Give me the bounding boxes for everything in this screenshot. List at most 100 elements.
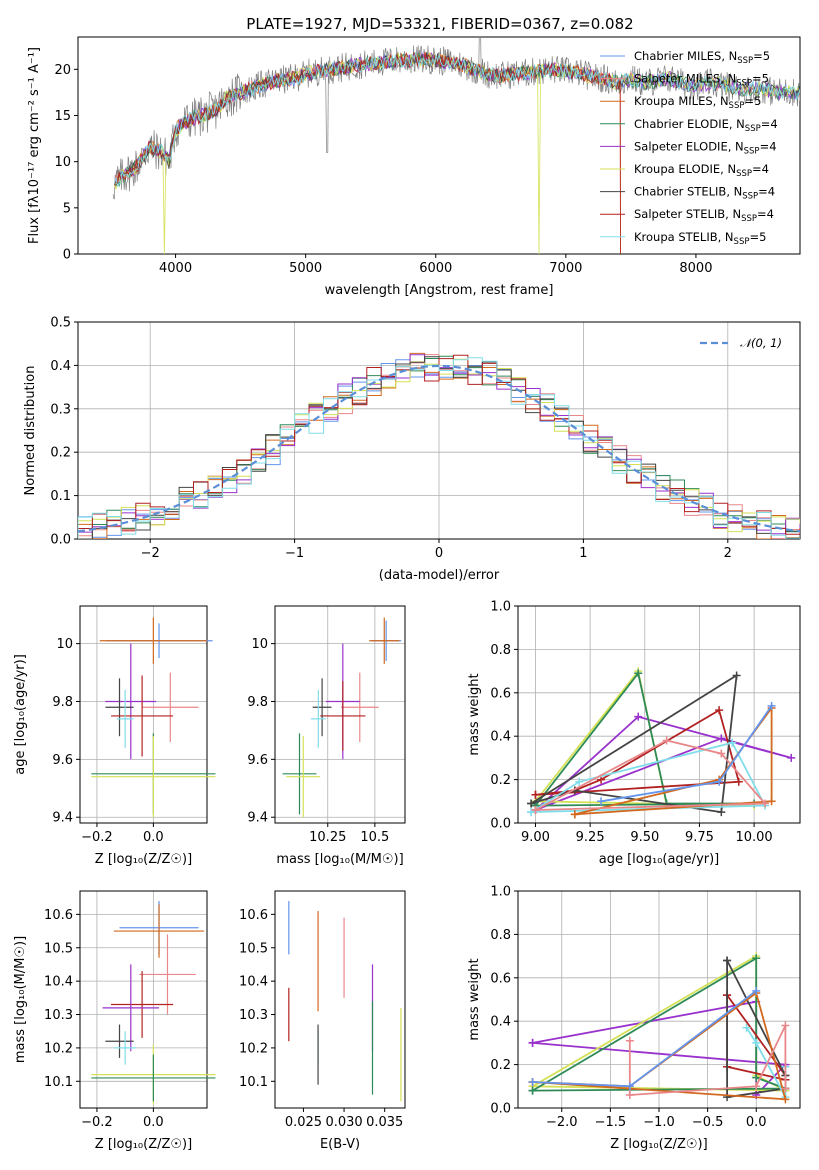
mass-weight-marker — [715, 777, 724, 786]
y-tick-label: 1.0 — [490, 885, 511, 900]
x-axis-label: E(B-V) — [320, 1137, 360, 1152]
mass-weight-marker — [752, 1073, 761, 1082]
mass-weight-marker — [528, 1086, 537, 1095]
legend-label: Chabrier ELODIE, NSSP=4 — [634, 117, 778, 134]
observed-spectrum-line — [112, 37, 800, 200]
y-tick-label: 10 — [56, 637, 73, 652]
spectrum-panel: 4000 5000 6000 7000 8000 0 5 10 15 20 wavelength [… — [27, 36, 801, 298]
x-tick-label: 4000 — [159, 261, 192, 276]
mass-weight-marker — [625, 1090, 634, 1099]
mass-weight-marker — [531, 790, 540, 799]
mass-weight-marker — [717, 734, 726, 743]
y-tick-label: 9.8 — [247, 695, 268, 710]
x-tick-label: −1 — [285, 546, 304, 561]
histogram-series — [78, 352, 800, 539]
x-axis-label: Z [log₁₀(Z/Z☉)] — [95, 852, 192, 867]
x-axis-label: Z [log₁₀(Z/Z☉)] — [610, 1137, 707, 1152]
x-tick-label: 10.5 — [360, 830, 389, 845]
x-tick-label: −2 — [141, 546, 160, 561]
mass-weight-marker — [570, 810, 579, 819]
y-tick-label: 10.6 — [239, 908, 268, 923]
x-tick-label: 0.030 — [325, 1115, 362, 1130]
mass-weight-marker — [717, 749, 726, 758]
mass-weight-marker — [723, 956, 732, 965]
y-tick-label: 0.3 — [50, 402, 71, 417]
mass-weight-lines — [527, 667, 796, 819]
x-tick-label: −2.0 — [546, 1115, 578, 1130]
axes-frame — [274, 890, 406, 1109]
y-tick-label: 10.3 — [239, 1008, 268, 1023]
model-spectrum-line — [114, 51, 621, 254]
mass-weight-marker — [752, 986, 761, 995]
spectrum-legend: Chabrier MILES, NSSP=5 Salpeter MILES, NS… — [600, 49, 778, 247]
mass-weight-marker — [752, 1082, 761, 1091]
errorbar-points — [91, 901, 216, 1105]
y-tick-label: 0.6 — [490, 686, 511, 701]
y-tick-label: 10.5 — [239, 941, 268, 956]
mass-weight-marker — [597, 797, 606, 806]
y-tick-label: 9.4 — [247, 811, 268, 826]
mass-weight-marker — [528, 1038, 537, 1047]
y-tick-label: 0.2 — [490, 1058, 511, 1073]
x-tick-label: 5000 — [289, 261, 322, 276]
age-vs-metallicity-panel: −0.2 0.0 9.4 9.6 9.8 10 Z [log₁₀(Z/Z☉)] age [lo… — [13, 605, 216, 867]
mass-weight-marker — [787, 753, 796, 762]
x-tick-label: −0.2 — [81, 1115, 113, 1130]
mass-weight-marker — [634, 669, 643, 678]
mass-weight-marker — [781, 1021, 790, 1030]
mass-weight-marker — [634, 712, 643, 721]
y-tick-label: 10 — [54, 155, 71, 170]
x-tick-label: 0.0 — [143, 1115, 164, 1130]
mass-weight-marker — [734, 777, 743, 786]
y-tick-label: 0.2 — [50, 446, 71, 461]
y-tick-label: 10.4 — [239, 975, 268, 990]
mass-vs-extinction-panel: 0.025 0.030 0.035 10.1 10.2 10.3 10.4 10.5 10.6 E… — [239, 890, 406, 1152]
y-tick-label: 0.4 — [490, 730, 511, 745]
x-tick-label: 10.00 — [735, 830, 772, 845]
x-tick-label: 2 — [724, 546, 732, 561]
x-axis-label: Z [log₁₀(Z/Z☉)] — [95, 1137, 192, 1152]
x-tick-label: 7000 — [549, 261, 582, 276]
histogram-step-line — [78, 357, 800, 539]
x-axis-label: mass [log₁₀(M/M☉)] — [276, 852, 403, 867]
x-tick-label: −0.2 — [81, 830, 113, 845]
y-tick-label: 10.2 — [44, 1041, 73, 1056]
legend-label: Chabrier STELIB, NSSP=4 — [634, 185, 775, 202]
mass-weight-marker — [767, 701, 776, 710]
mass-weight-marker — [527, 799, 536, 808]
y-tick-label: 10.5 — [44, 941, 73, 956]
mass-weight-marker — [527, 808, 536, 817]
legend-label: Chabrier MILES, NSSP=5 — [634, 49, 770, 66]
y-tick-label: 0.8 — [490, 928, 511, 943]
y-axis-label: Normed distribution — [23, 366, 38, 496]
y-tick-label: 15 — [54, 109, 71, 124]
y-axis-label: age [log₁₀(age/yr)] — [13, 654, 28, 775]
legend-label: Kroupa MILES, NSSP=5 — [634, 94, 761, 111]
x-tick-label: 9.25 — [576, 830, 605, 845]
figure-title: PLATE=1927, MJD=53321, FIBERID=0367, z=0… — [246, 15, 633, 33]
x-tick-label: 1 — [579, 546, 587, 561]
y-axis-label: mass [log₁₀(M/M☉)] — [13, 936, 28, 1063]
y-tick-label: 0.5 — [50, 316, 71, 331]
x-tick-label: 10.25 — [309, 830, 346, 845]
x-tick-label: −0.5 — [692, 1115, 724, 1130]
y-tick-label: 0.1 — [50, 489, 71, 504]
mass-weight-marker — [742, 1023, 751, 1032]
errorbar-points — [91, 617, 216, 818]
gaussian-reference-curve — [78, 364, 800, 533]
y-tick-label: 1.0 — [490, 600, 511, 615]
mass-weight-line — [534, 715, 792, 811]
legend-label: Salpeter ELODIE, NSSP=4 — [634, 139, 777, 156]
y-axis-label: Flux [fλ10⁻¹⁷ erg cm⁻² s⁻¹ A⁻¹] — [27, 47, 42, 244]
x-tick-label: −1.5 — [595, 1115, 627, 1130]
y-tick-label: 0.0 — [490, 817, 511, 832]
y-tick-label: 5 — [63, 201, 71, 216]
mass-weight-marker — [662, 736, 671, 745]
x-axis-label: (data-model)/error — [379, 568, 500, 583]
y-tick-label: 0.6 — [490, 971, 511, 986]
y-tick-label: 10.2 — [239, 1041, 268, 1056]
y-tick-label: 9.8 — [52, 695, 73, 710]
legend-label: 𝒩(0, 1) — [740, 336, 782, 350]
x-tick-label: 0.025 — [285, 1115, 322, 1130]
